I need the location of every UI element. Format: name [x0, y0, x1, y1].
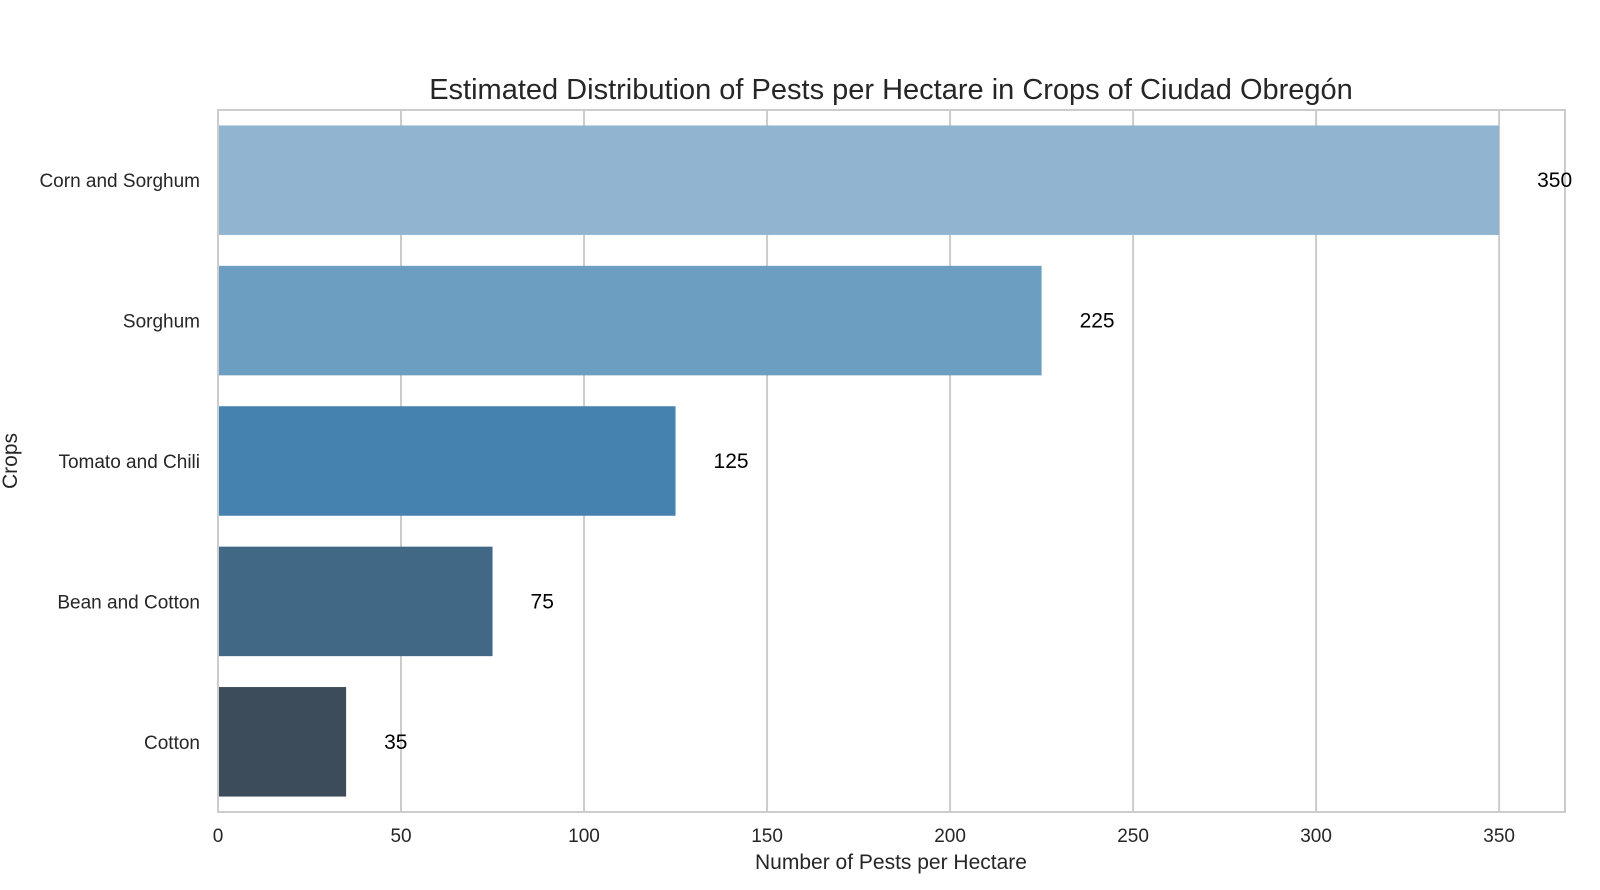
- bar-0: [218, 125, 1500, 235]
- y-tick-labels: Corn and Sorghum Sorghum Tomato and Chili B…: [39, 171, 200, 754]
- x-tick-label-1: 50: [390, 826, 411, 847]
- data-label-3: 75: [531, 590, 554, 613]
- x-tick-label-4: 200: [934, 826, 966, 847]
- bar-1: [218, 265, 1042, 376]
- data-label-2: 125: [714, 450, 749, 473]
- x-tick-label-0: 0: [213, 826, 224, 847]
- x-tick-label-6: 300: [1300, 826, 1332, 847]
- chart-title: Estimated Distribution of Pests per Hect…: [429, 74, 1353, 106]
- x-tick-labels: 0 50 100 150 200 250 300 350: [213, 826, 1515, 847]
- bars: [218, 125, 1500, 797]
- data-label-1: 225: [1080, 310, 1115, 333]
- data-labels: 350 225 125 75 35: [384, 169, 1572, 754]
- y-tick-label-2: Tomato and Chili: [58, 452, 200, 473]
- bar-2: [218, 406, 676, 516]
- x-tick-label-3: 150: [751, 826, 783, 847]
- x-axis-label: Number of Pests per Hectare: [755, 851, 1027, 874]
- plot-frame: [217, 109, 1566, 813]
- x-tick-label-5: 250: [1117, 826, 1149, 847]
- y-tick-label-1: Sorghum: [123, 312, 200, 333]
- data-label-4: 35: [384, 731, 407, 754]
- data-label-0: 350: [1537, 169, 1572, 192]
- y-tick-label-3: Bean and Cotton: [57, 592, 200, 613]
- x-tick-label-2: 100: [568, 826, 600, 847]
- bar-3: [218, 546, 493, 657]
- bar-4: [218, 687, 347, 797]
- x-tick-label-7: 350: [1483, 826, 1515, 847]
- y-tick-label-0: Corn and Sorghum: [39, 171, 200, 192]
- y-tick-label-4: Cotton: [144, 733, 200, 754]
- y-axis-label: Crops: [0, 433, 22, 489]
